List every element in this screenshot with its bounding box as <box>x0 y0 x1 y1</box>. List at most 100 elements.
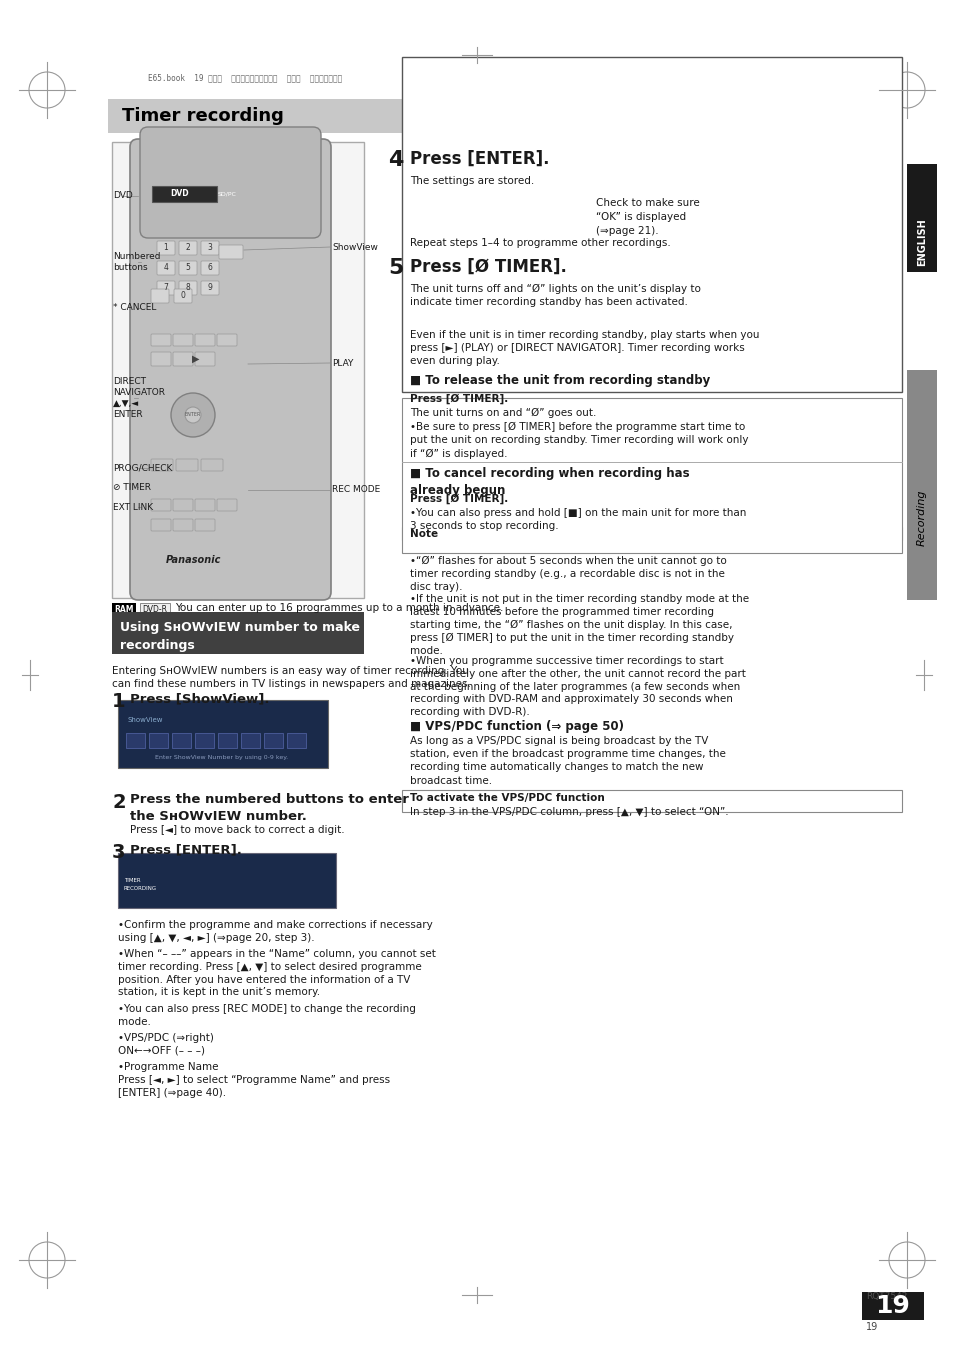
FancyBboxPatch shape <box>194 334 214 346</box>
Text: ■ To release the unit from recording standby: ■ To release the unit from recording sta… <box>410 374 709 386</box>
Bar <box>862 1292 923 1320</box>
Text: •When “– ––” appears in the “Name” column, you cannot set
timer recording. Press: •When “– ––” appears in the “Name” colum… <box>118 948 436 997</box>
FancyBboxPatch shape <box>201 261 219 276</box>
Text: 4: 4 <box>388 150 403 170</box>
Bar <box>172 734 191 748</box>
Text: 3: 3 <box>208 243 213 253</box>
FancyBboxPatch shape <box>157 240 174 255</box>
Text: Repeat steps 1–4 to programme other recordings.: Repeat steps 1–4 to programme other reco… <box>410 238 670 249</box>
Text: DVD: DVD <box>112 192 132 200</box>
Text: 3: 3 <box>112 843 126 862</box>
Text: Press [ENTER].: Press [ENTER]. <box>410 150 549 168</box>
Bar <box>112 603 136 613</box>
Text: Press [ENTER].: Press [ENTER]. <box>130 843 242 857</box>
FancyBboxPatch shape <box>179 240 196 255</box>
Text: Timer recording: Timer recording <box>122 107 284 126</box>
FancyBboxPatch shape <box>173 289 192 303</box>
Text: •“Ø” flashes for about 5 seconds when the unit cannot go to
timer recording stan: •“Ø” flashes for about 5 seconds when th… <box>410 557 726 592</box>
Text: To activate the VPS/PDC function: To activate the VPS/PDC function <box>410 793 604 802</box>
Text: 4: 4 <box>163 263 169 273</box>
Text: Press [Ø TIMER].: Press [Ø TIMER]. <box>410 258 566 276</box>
Text: •Be sure to press [Ø TIMER] before the programme start time to
put the unit on r: •Be sure to press [Ø TIMER] before the p… <box>410 422 748 459</box>
Circle shape <box>185 407 201 423</box>
Bar <box>152 186 216 203</box>
FancyBboxPatch shape <box>151 499 171 511</box>
FancyBboxPatch shape <box>201 459 223 471</box>
FancyBboxPatch shape <box>194 353 214 366</box>
Bar <box>410 307 434 317</box>
Text: ■ To cancel recording when recording has
already begun: ■ To cancel recording when recording has… <box>410 467 689 497</box>
Bar <box>108 99 845 132</box>
Bar <box>401 527 901 540</box>
Text: •Programme Name
Press [◄, ►] to select “Programme Name” and press
[ENTER] (⇒page: •Programme Name Press [◄, ►] to select “… <box>118 1062 390 1097</box>
Bar <box>410 176 587 228</box>
Text: ⊘ TIMER: ⊘ TIMER <box>112 482 151 492</box>
Text: 5: 5 <box>388 258 403 278</box>
Text: ▶: ▶ <box>193 354 199 363</box>
Text: 0: 0 <box>180 292 185 300</box>
Text: RECORDING: RECORDING <box>417 208 451 212</box>
Text: Press [◄] to move back to correct a digit.: Press [◄] to move back to correct a digi… <box>130 825 344 835</box>
FancyBboxPatch shape <box>194 519 214 531</box>
Text: 6: 6 <box>208 263 213 273</box>
Text: RECORDING: RECORDING <box>124 885 157 890</box>
Text: ShowView: ShowView <box>332 242 377 251</box>
FancyBboxPatch shape <box>201 281 219 295</box>
Text: EXT LINK: EXT LINK <box>112 503 153 512</box>
Text: SD/PC: SD/PC <box>218 192 236 196</box>
Text: •You can also press [REC MODE] to change the recording
mode.: •You can also press [REC MODE] to change… <box>118 1004 416 1027</box>
Text: DVD: DVD <box>170 189 189 199</box>
Text: •If the unit is not put in the timer recording standby mode at the
latest 10 min: •If the unit is not put in the timer rec… <box>410 594 748 657</box>
Text: Even if the unit is in timer recording standby, play starts when you
press [►] (: Even if the unit is in timer recording s… <box>410 330 759 366</box>
FancyBboxPatch shape <box>172 353 193 366</box>
Text: DIRECT
NAVIGATOR
▲,▼,◄
ENTER: DIRECT NAVIGATOR ▲,▼,◄ ENTER <box>112 377 165 419</box>
FancyBboxPatch shape <box>140 127 320 238</box>
Text: The unit turns off and “Ø” lights on the unit’s display to
indicate timer record: The unit turns off and “Ø” lights on the… <box>410 284 700 308</box>
Text: PROG/CHECK: PROG/CHECK <box>112 463 172 473</box>
Text: E65.book  19 ページ  ２００４年５月１２日  水曜日  午後２時５３分: E65.book 19 ページ ２００４年５月１２日 水曜日 午後２時５３分 <box>148 73 342 82</box>
Text: RAM: RAM <box>114 604 133 613</box>
Text: ENTER: ENTER <box>185 412 201 417</box>
Text: Check to make sure
“OK” is displayed
(⇒page 21).: Check to make sure “OK” is displayed (⇒p… <box>596 199 699 236</box>
Bar <box>241 734 260 748</box>
FancyBboxPatch shape <box>216 499 236 511</box>
Text: 19: 19 <box>865 1323 878 1332</box>
Text: PLAY: PLAY <box>332 358 353 367</box>
Text: •VPS/PDC (⇒right)
ON←→OFF (– – –): •VPS/PDC (⇒right) ON←→OFF (– – –) <box>118 1034 213 1055</box>
Text: In step 3 in the VPS/PDC column, press [▲, ▼] to select “ON”.: In step 3 in the VPS/PDC column, press [… <box>410 807 728 817</box>
Bar <box>401 399 901 553</box>
FancyBboxPatch shape <box>179 281 196 295</box>
FancyBboxPatch shape <box>130 139 331 600</box>
Text: Press [ShowView].: Press [ShowView]. <box>130 692 269 705</box>
Text: Note: Note <box>410 530 437 539</box>
Text: Press [Ø TIMER].: Press [Ø TIMER]. <box>410 493 508 504</box>
Text: * CANCEL: * CANCEL <box>112 304 156 312</box>
Text: Press the numbered buttons to enter
the SʜOWᴠIEW number.: Press the numbered buttons to enter the … <box>130 793 409 823</box>
Text: Entering SʜOWᴠIEW numbers is an easy way of timer recording. You
can find these : Entering SʜOWᴠIEW numbers is an easy way… <box>112 666 471 689</box>
FancyBboxPatch shape <box>219 245 243 259</box>
FancyBboxPatch shape <box>151 459 172 471</box>
FancyBboxPatch shape <box>201 240 219 255</box>
Text: 1: 1 <box>164 243 168 253</box>
Bar <box>287 734 306 748</box>
Bar <box>194 734 213 748</box>
FancyBboxPatch shape <box>151 519 171 531</box>
Text: 9: 9 <box>208 284 213 293</box>
FancyBboxPatch shape <box>157 281 174 295</box>
Text: 2: 2 <box>112 793 126 812</box>
Text: •Confirm the programme and make corrections if necessary
using [▲, ▼, ◄, ►] (⇒pa: •Confirm the programme and make correcti… <box>118 920 433 943</box>
Bar <box>112 142 364 598</box>
Text: Using SʜOWᴠIEW number to make timer
recordings: Using SʜOWᴠIEW number to make timer reco… <box>120 620 401 651</box>
FancyBboxPatch shape <box>216 334 236 346</box>
Bar <box>118 700 328 767</box>
FancyBboxPatch shape <box>151 353 171 366</box>
Text: The unit turns on and “Ø” goes out.: The unit turns on and “Ø” goes out. <box>410 408 596 419</box>
Text: ■ VPS/PDC function (⇒ page 50): ■ VPS/PDC function (⇒ page 50) <box>410 720 623 734</box>
FancyBboxPatch shape <box>157 261 174 276</box>
FancyBboxPatch shape <box>172 334 193 346</box>
Bar <box>112 612 364 654</box>
FancyBboxPatch shape <box>194 499 214 511</box>
Text: •When you programme successive timer recordings to start
immediately one after t: •When you programme successive timer rec… <box>410 657 745 717</box>
Text: Press [Ø TIMER].: Press [Ø TIMER]. <box>410 393 508 404</box>
Text: RQT7542: RQT7542 <box>865 1293 906 1301</box>
